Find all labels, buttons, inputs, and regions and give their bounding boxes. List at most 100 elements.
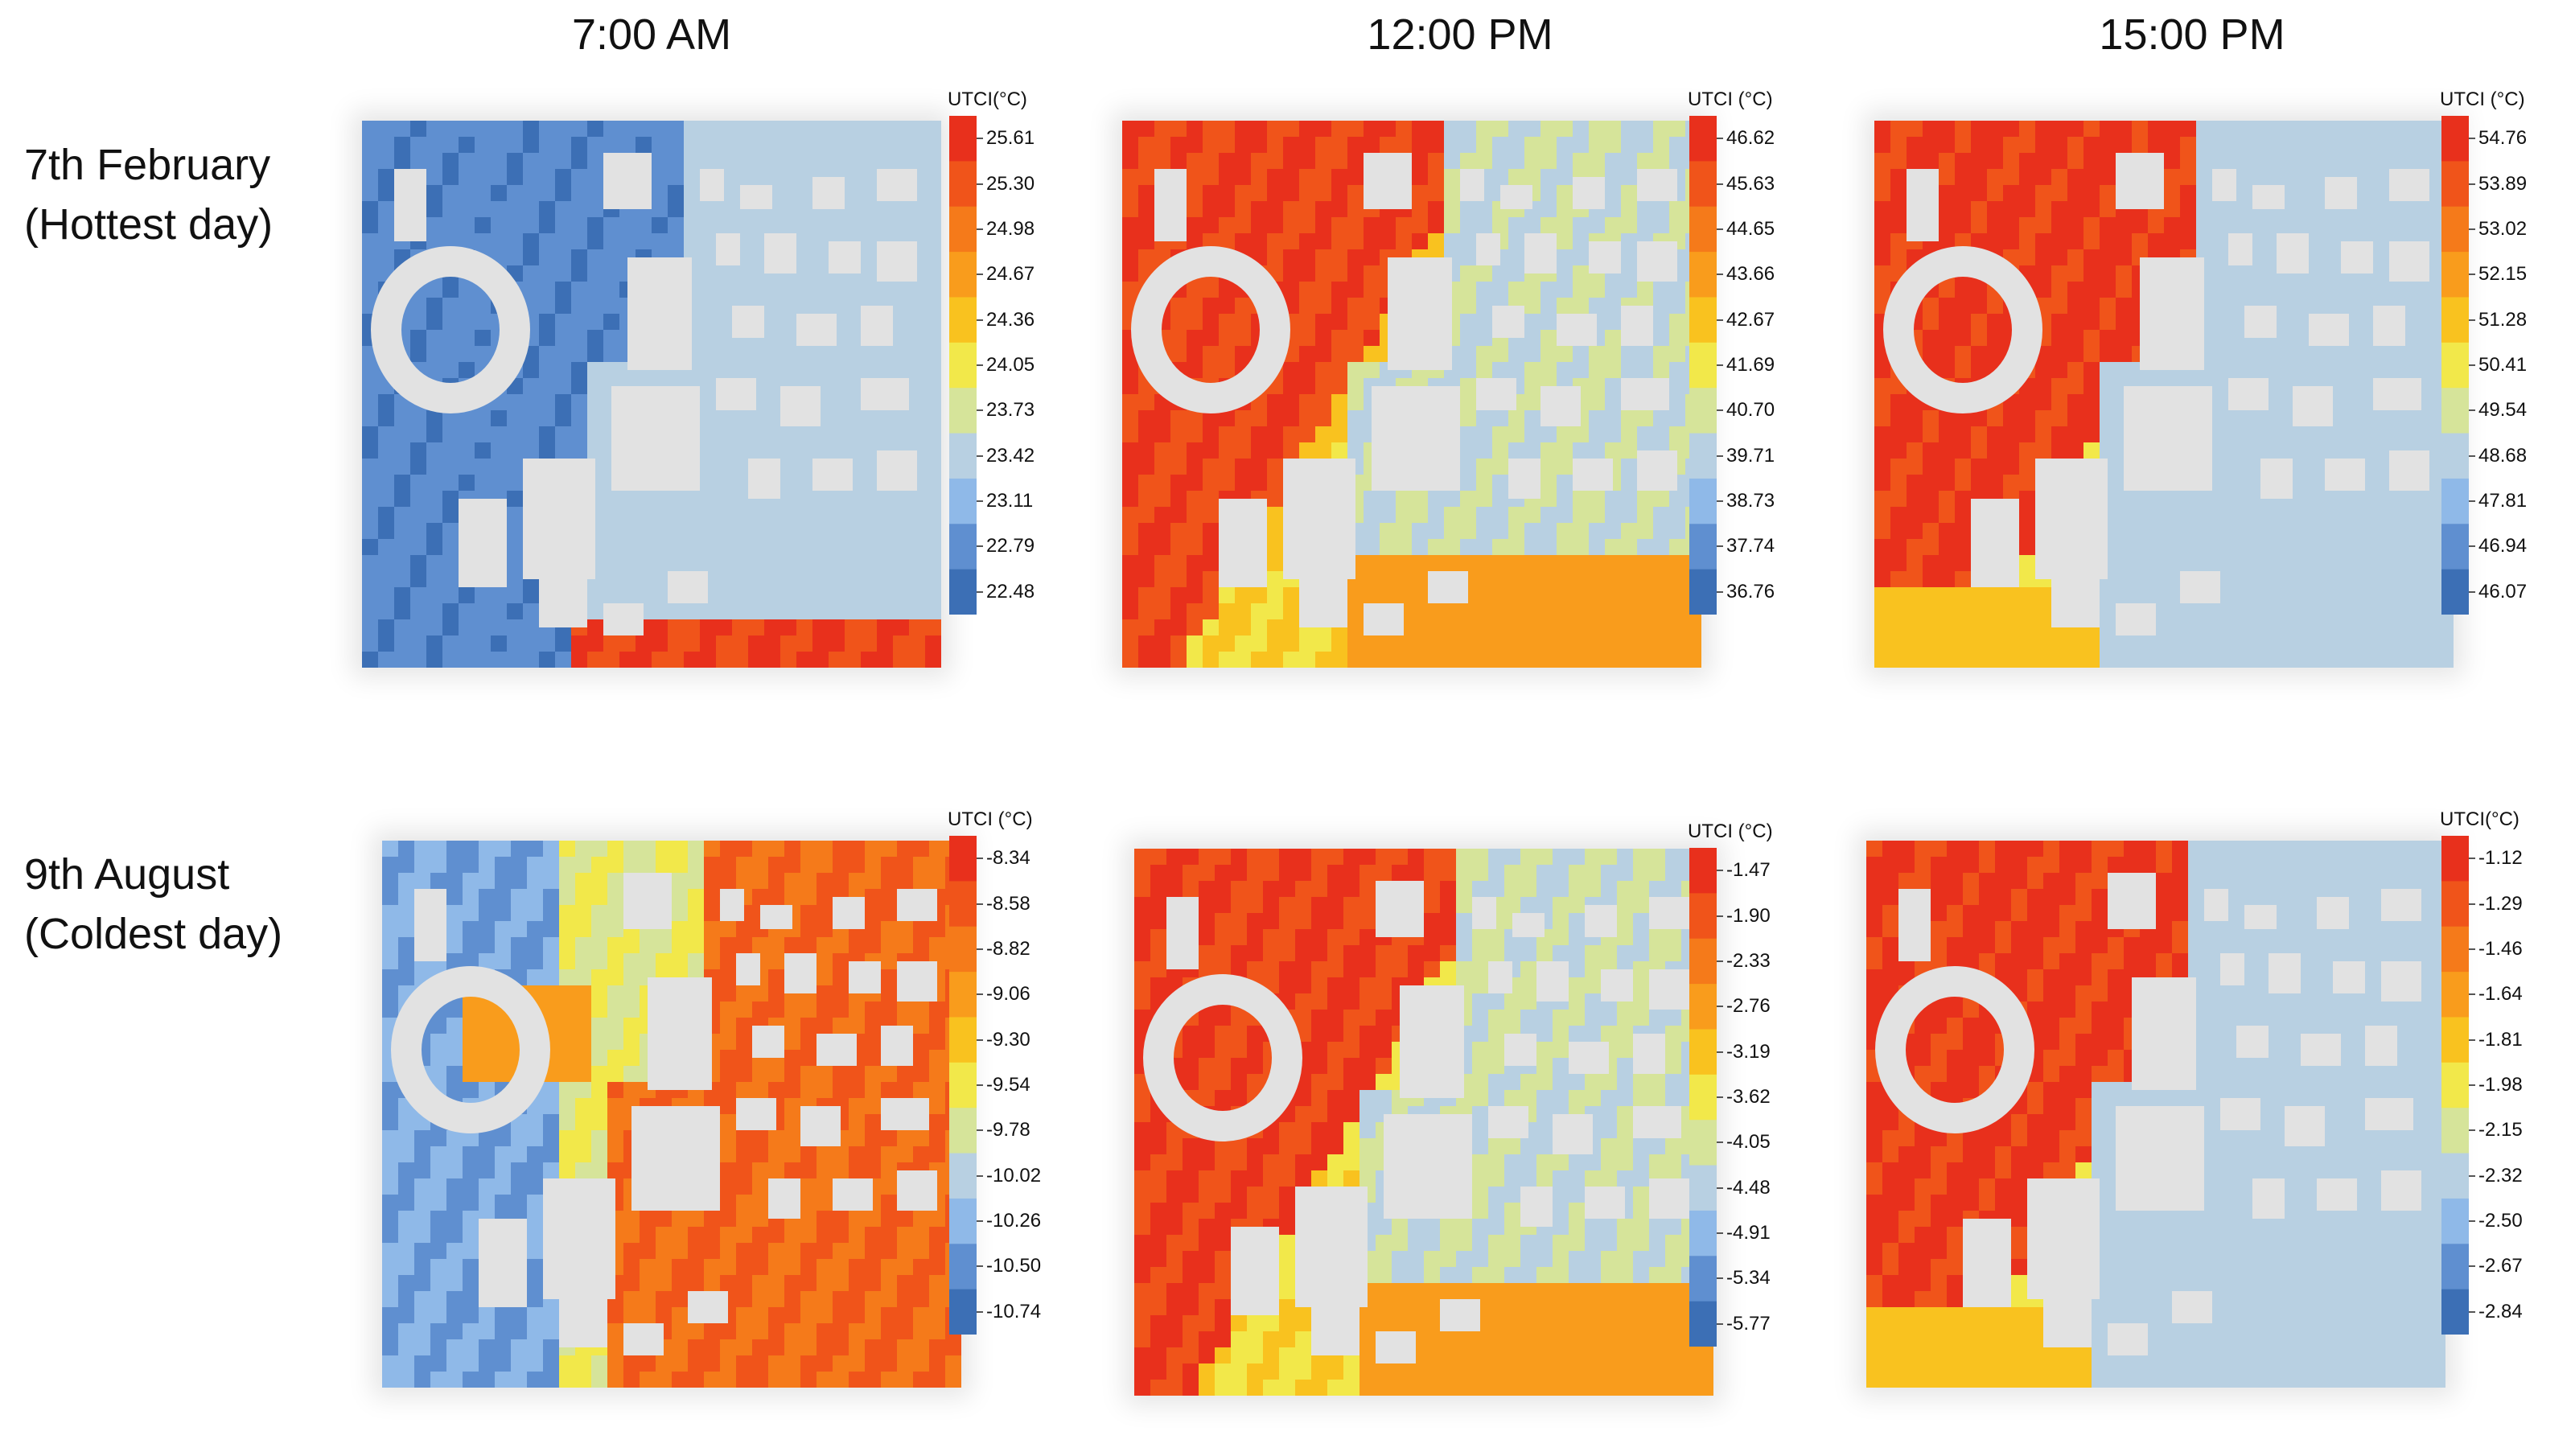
heatmap-cell xyxy=(2293,153,2310,170)
heatmap-cell xyxy=(442,539,459,556)
building-block xyxy=(2116,603,2156,635)
heatmap-cell xyxy=(716,314,733,331)
heatmap-cell xyxy=(913,1259,930,1276)
heatmap-cell xyxy=(1219,169,1236,186)
heatmap-cell xyxy=(442,459,459,475)
heatmap-cell xyxy=(607,857,624,874)
heatmap-cell xyxy=(833,1211,849,1228)
heatmap-cell xyxy=(607,1323,624,1340)
heatmap-cell xyxy=(495,921,512,938)
heatmap-cell xyxy=(716,459,733,475)
heatmap-cell xyxy=(555,265,572,282)
heatmap-cell xyxy=(527,1227,544,1244)
heatmap-cell xyxy=(720,1259,737,1276)
heatmap-cell xyxy=(1557,442,1573,459)
heatmap-cell xyxy=(539,314,556,331)
heatmap-cell xyxy=(1476,410,1493,427)
heatmap-cell xyxy=(475,442,492,459)
building-block xyxy=(459,499,507,587)
heatmap-cell xyxy=(607,953,624,970)
heatmap-cell xyxy=(1251,459,1268,475)
heatmap-cell xyxy=(2180,137,2197,154)
heatmap-cell xyxy=(459,619,475,636)
heatmap-cell xyxy=(2421,491,2438,508)
heatmap-cell xyxy=(2325,523,2342,540)
heatmap-cell xyxy=(1476,523,1493,540)
heatmap-cell xyxy=(700,491,717,508)
heatmap-cell xyxy=(1637,362,1654,379)
building-block xyxy=(812,459,853,491)
heatmap-cell xyxy=(555,410,572,427)
heatmap-cell xyxy=(1267,217,1284,234)
heatmap-cell xyxy=(2260,265,2277,282)
heatmap-cell xyxy=(652,652,668,668)
heatmap-cell xyxy=(2164,217,2181,234)
heatmap-cell xyxy=(1987,426,2004,443)
heatmap-cell xyxy=(861,523,878,540)
heatmap-cell xyxy=(575,985,592,1002)
heatmap-cell xyxy=(619,217,636,234)
heatmap-cell xyxy=(845,217,862,234)
heatmap-cell xyxy=(849,1130,866,1147)
heatmap-cell xyxy=(2132,635,2149,652)
heatmap-cell xyxy=(736,1146,753,1163)
heatmap-cell xyxy=(511,1355,528,1372)
heatmap-cell xyxy=(2373,587,2390,604)
heatmap-cell xyxy=(800,857,817,874)
heatmap-cell xyxy=(1971,459,1988,475)
heatmap-cell xyxy=(2212,619,2229,636)
heatmap-cell xyxy=(1412,539,1429,556)
heatmap-cell xyxy=(929,1355,946,1372)
heatmap-cell xyxy=(1573,523,1590,540)
heatmap-cell xyxy=(1476,217,1493,234)
heatmap-cell xyxy=(1154,523,1171,540)
heatmap-cell xyxy=(2067,121,2084,138)
heatmap-cell xyxy=(1955,555,1972,572)
heatmap-cell xyxy=(603,635,620,652)
heatmap-cell xyxy=(1251,121,1268,138)
heatmap-cell xyxy=(1283,378,1300,395)
heatmap-cell xyxy=(1987,635,2004,652)
heatmap-cell xyxy=(652,169,668,186)
heatmap-cell xyxy=(559,1372,576,1388)
heatmap-cell xyxy=(897,1339,914,1356)
heatmap-cell xyxy=(1187,153,1203,170)
heatmap-cell xyxy=(1492,491,1509,508)
heatmap-cell xyxy=(1315,314,1332,331)
heatmap-cell xyxy=(1923,652,1939,668)
heatmap-cell xyxy=(2196,555,2213,572)
heatmap-cell xyxy=(897,857,914,874)
heatmap-cell xyxy=(2035,652,2052,668)
heatmap-cell xyxy=(1955,233,1972,250)
heatmap-cell xyxy=(394,442,411,459)
heatmap-cell xyxy=(720,1243,737,1260)
heatmap-cell xyxy=(491,233,508,250)
heatmap-cell xyxy=(748,507,765,524)
heatmap-cell xyxy=(1299,121,1316,138)
heatmap-cell xyxy=(2228,539,2245,556)
heatmap-cell xyxy=(1460,426,1477,443)
heatmap-cell xyxy=(688,1227,705,1244)
heatmap-cell xyxy=(1154,475,1171,492)
heatmap-cell xyxy=(796,265,813,282)
heatmap-cell xyxy=(1476,201,1493,218)
heatmap-cell xyxy=(1138,523,1155,540)
heatmap-cell xyxy=(539,169,556,186)
heatmap-cell xyxy=(925,265,941,282)
heatmap-cell xyxy=(1331,394,1348,411)
heatmap-cell xyxy=(1235,442,1252,459)
heatmap-cell xyxy=(764,314,781,331)
heatmap-cell xyxy=(2244,635,2261,652)
heatmap-cell xyxy=(829,523,845,540)
heatmap-cell xyxy=(656,1243,673,1260)
heatmap-cell xyxy=(1380,523,1397,540)
heatmap-cell xyxy=(768,1146,785,1163)
heatmap-cell xyxy=(2196,603,2213,620)
heatmap-cell xyxy=(1874,249,1891,266)
heatmap-cell xyxy=(571,169,588,186)
heatmap-cell xyxy=(571,330,588,347)
heatmap-cell xyxy=(1267,426,1284,443)
heatmap-cell xyxy=(748,539,765,556)
heatmap-cell xyxy=(2244,587,2261,604)
heatmap-cell xyxy=(362,571,379,588)
